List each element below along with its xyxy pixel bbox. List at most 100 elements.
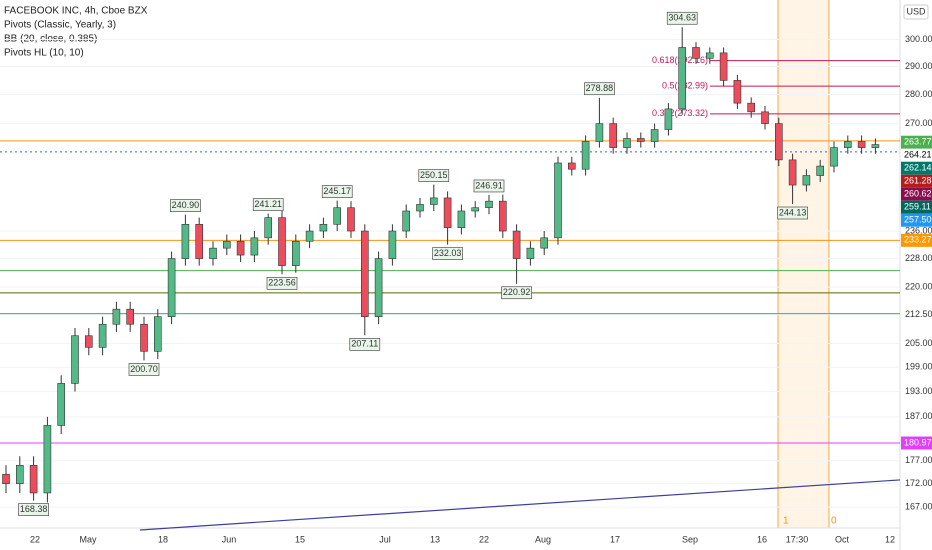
candle-body (636, 138, 645, 142)
pivot-label: 278.88 (586, 83, 614, 93)
candle-body (761, 111, 769, 124)
pivot-label: 241.21 (254, 199, 282, 209)
candle-body (278, 217, 286, 266)
y-tick-label: 177.00 (905, 455, 932, 465)
legend-title: FACEBOOK INC, 4h, Cboe BZX (4, 6, 148, 17)
pivot-label-box (18, 503, 49, 516)
x-tick-label: 13 (430, 534, 440, 544)
candle-body (209, 247, 217, 259)
candle-body (485, 200, 493, 209)
candle-body (98, 323, 107, 348)
candle-body (57, 383, 66, 426)
pivot-label-box (128, 363, 160, 376)
candle-body (43, 425, 52, 494)
candle-body (609, 123, 618, 148)
candle-body (333, 207, 342, 225)
pivot-label: 244.13 (779, 207, 807, 217)
price-tag-label: 263.77 (904, 137, 932, 147)
x-tick-label: 22 (479, 534, 489, 544)
x-tick-label: Sep (682, 534, 698, 544)
candle-body (388, 230, 397, 259)
x-tick-label: May (79, 534, 97, 544)
y-tick-label: 280.00 (905, 89, 932, 99)
candle-body (140, 323, 148, 352)
candle-body (443, 197, 452, 228)
pivot-label-box (666, 11, 698, 25)
candle-body (223, 240, 231, 249)
candle-body (830, 147, 838, 167)
trendline (139, 479, 901, 531)
price-tag (901, 187, 932, 201)
session-label: 1 (783, 516, 789, 527)
x-tick-label: 18 (158, 534, 168, 544)
y-tick-label: 187.00 (905, 411, 932, 421)
x-tick-label: Aug (535, 534, 551, 544)
legend-line: Pivots (Classic, Yearly, 3) (4, 20, 116, 31)
candle-body (181, 224, 190, 259)
session-label: 0 (831, 516, 837, 527)
candle-body (664, 108, 673, 130)
candle-body (512, 230, 521, 259)
session-region (778, 0, 829, 528)
price-tag-label: 180.97 (904, 437, 932, 447)
price-tag (901, 148, 932, 162)
candle-body (650, 129, 659, 142)
y-tick-label: 270.00 (905, 118, 932, 128)
currency[interactable]: USD (906, 6, 926, 16)
candle-body (581, 141, 590, 170)
candle-body (567, 162, 576, 170)
candle-body (857, 141, 866, 148)
pivot-label: 240.90 (172, 200, 200, 210)
candle-body (733, 80, 742, 104)
candle-body (540, 237, 549, 249)
pivot-label: 223.56 (268, 278, 296, 288)
price-tag-label: 264.21 (904, 150, 932, 160)
fib-label: 0.382(273.32) (652, 108, 708, 118)
pivot-label: 246.91 (475, 180, 503, 190)
pivot-label: 220.92 (503, 287, 531, 297)
candle-body (154, 316, 162, 352)
x-tick-label: Jul (379, 534, 391, 544)
x-tick-label: 12 (885, 534, 895, 544)
x-tick-label: 17:30 (786, 534, 809, 544)
candle-body (402, 210, 411, 232)
pivot-label-box (777, 206, 808, 220)
currency-box[interactable] (903, 4, 929, 20)
pivot-label-box (418, 169, 450, 182)
candle-body (678, 47, 687, 110)
price-tag-label: 233.27 (904, 235, 932, 245)
candle-body (498, 200, 507, 232)
y-tick-label: 193.00 (905, 386, 932, 396)
price-tag-label: 261.28 (904, 176, 932, 186)
y-tick-label: 300.00 (905, 34, 932, 44)
candle-body (802, 175, 811, 186)
candle-body (416, 204, 424, 212)
candle-body (788, 159, 797, 186)
pivot-label-box (432, 247, 463, 260)
pivot-label-box (321, 185, 353, 198)
pivot-label-box (266, 276, 298, 290)
y-tick-label: 199.00 (905, 362, 932, 372)
candle-body (195, 224, 203, 259)
price-tag (901, 436, 932, 450)
price-tag (901, 135, 932, 149)
pivot-label: 245.17 (323, 186, 351, 196)
y-tick-label: 228.00 (905, 253, 932, 263)
candle-body (843, 141, 852, 148)
pivot-label: 250.15 (420, 170, 448, 180)
x-tick-label: 16 (757, 534, 767, 544)
candle-body (264, 217, 273, 239)
candle-body (85, 335, 93, 348)
candle-body (15, 464, 24, 484)
candle-body (374, 258, 383, 317)
candle-body (595, 123, 604, 142)
candle-body (871, 144, 880, 148)
price-tag-label: 262.14 (904, 163, 932, 173)
price-tag-label: 259.11 (904, 202, 931, 212)
candle-body (305, 230, 314, 242)
candle-body (774, 123, 783, 161)
pivot-label-box (349, 338, 381, 351)
pivot-label-box (252, 198, 284, 211)
